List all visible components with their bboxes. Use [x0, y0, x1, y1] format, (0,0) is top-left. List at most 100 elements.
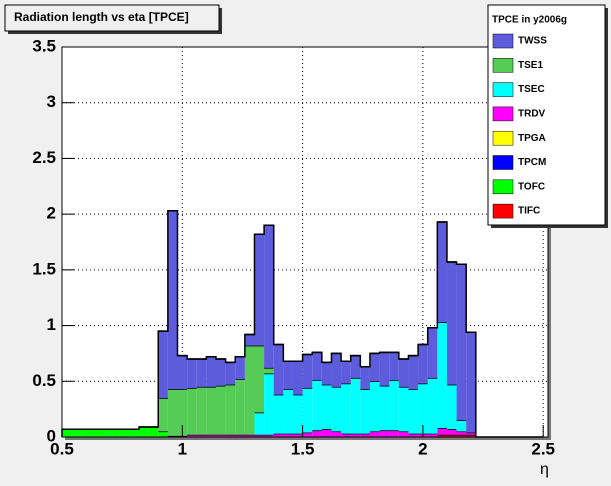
bar	[244, 345, 255, 435]
legend-label: TRDV	[518, 109, 546, 120]
legend-swatch	[492, 82, 514, 97]
bar	[350, 377, 361, 434]
legend-swatch	[492, 155, 514, 170]
legend-label: TPCM	[518, 157, 546, 168]
x-tick-label: 0.5	[50, 439, 74, 458]
y-tick-label: 2.5	[32, 148, 56, 167]
bar	[158, 431, 168, 437]
bar	[418, 383, 428, 434]
bar	[196, 359, 207, 387]
bar	[379, 430, 390, 437]
legend-swatch	[492, 130, 514, 146]
bar	[264, 225, 274, 368]
bar	[302, 432, 313, 437]
bar	[312, 352, 322, 381]
bar	[129, 429, 139, 437]
x-tick-label: 2	[418, 439, 427, 458]
bar	[225, 384, 236, 435]
y-tick-label: 3.5	[32, 36, 56, 55]
bar	[437, 221, 447, 323]
bar	[110, 429, 120, 437]
legend-title: TPCE in y2006g	[492, 15, 567, 26]
bar	[379, 385, 390, 431]
bar	[389, 430, 399, 437]
bar	[331, 431, 342, 437]
title-box	[4, 4, 220, 32]
bar	[456, 431, 467, 435]
bar	[187, 387, 197, 435]
legend-swatch	[492, 58, 514, 73]
bar	[215, 359, 226, 386]
bar	[389, 380, 399, 431]
bar	[158, 331, 168, 398]
bar	[379, 352, 390, 386]
bar	[350, 433, 361, 437]
bar	[302, 354, 313, 388]
x-tick-label: 1	[178, 439, 187, 458]
bar	[235, 379, 245, 435]
bar	[312, 380, 322, 431]
plot-area	[61, 46, 548, 438]
bar	[196, 386, 207, 435]
bar	[254, 234, 265, 346]
bar	[283, 361, 293, 390]
bar	[321, 429, 332, 437]
bar	[235, 434, 245, 437]
bar	[119, 429, 130, 437]
bar	[466, 432, 476, 435]
bar	[456, 264, 467, 421]
bar	[187, 359, 197, 388]
legend-swatch	[492, 179, 514, 195]
bar	[81, 429, 91, 437]
legend-swatch	[492, 106, 514, 122]
bar	[187, 434, 197, 437]
bar	[225, 362, 236, 385]
bar	[283, 433, 293, 437]
bar	[369, 353, 380, 382]
bar	[456, 434, 467, 437]
bar	[292, 433, 303, 437]
bar	[446, 429, 457, 435]
x-axis-title: η	[540, 461, 549, 478]
legend-label: TPGA	[518, 133, 546, 144]
bar	[446, 384, 457, 430]
bar	[331, 353, 342, 387]
legend-label: TSE1	[518, 60, 543, 71]
legend-swatch	[492, 33, 514, 49]
bar	[437, 434, 447, 437]
bar	[437, 322, 447, 429]
y-tick-label: 1.5	[32, 259, 56, 278]
bar	[427, 433, 438, 437]
bar	[215, 434, 226, 437]
bar	[158, 398, 168, 432]
bar	[331, 386, 342, 432]
bar	[389, 352, 399, 381]
bar	[427, 377, 438, 434]
bar	[206, 386, 216, 435]
bar	[235, 356, 245, 380]
bar	[273, 433, 284, 437]
bar	[167, 210, 178, 390]
legend-label: TWSS	[518, 36, 547, 47]
y-tick-label: 2	[47, 204, 56, 223]
y-tick-label: 0.5	[32, 371, 56, 390]
bar	[408, 355, 419, 390]
bar	[138, 426, 149, 437]
bar	[408, 389, 419, 434]
bar	[398, 386, 409, 432]
bar	[283, 389, 293, 434]
bar	[312, 430, 322, 437]
bar	[321, 362, 332, 385]
bar	[273, 344, 284, 395]
bar	[177, 355, 188, 390]
bar	[206, 356, 216, 387]
bar	[466, 434, 476, 437]
bar	[456, 420, 467, 432]
bar	[264, 373, 274, 435]
bar	[427, 327, 438, 378]
bar	[302, 387, 313, 433]
bar	[350, 355, 361, 378]
y-tick-label: 1	[47, 315, 56, 334]
bar	[360, 433, 370, 437]
